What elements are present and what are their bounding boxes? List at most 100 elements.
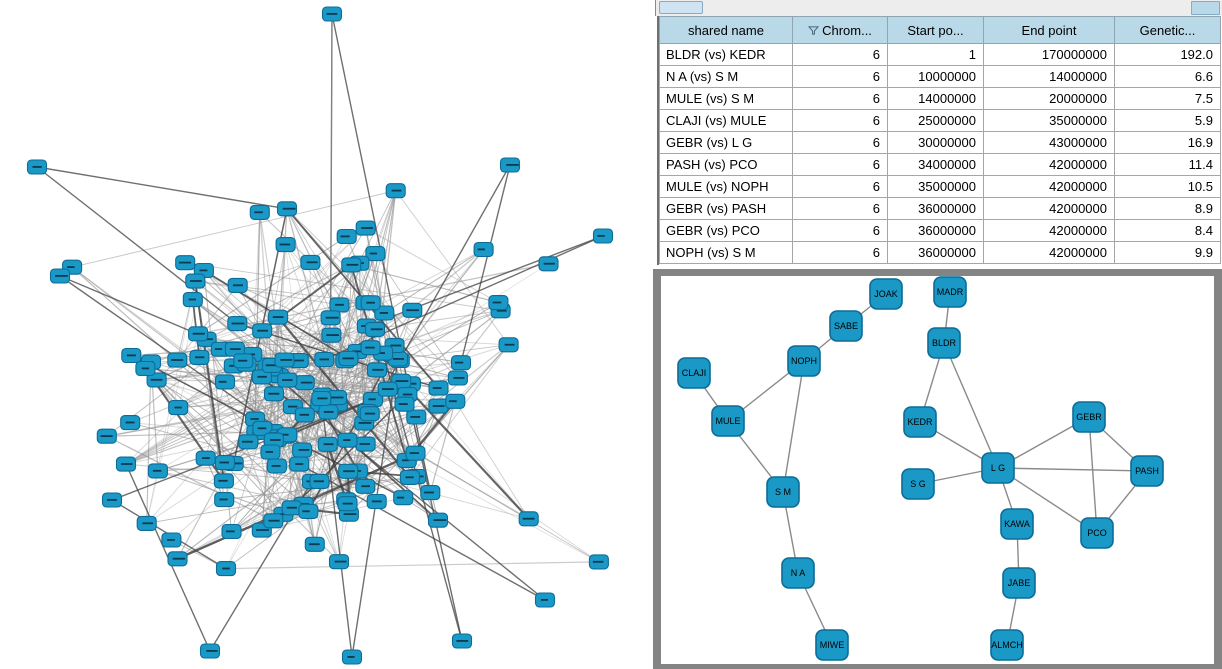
table-cell[interactable]: 43000000 [983, 131, 1115, 154]
table-row[interactable]: CLAJI (vs) MULE 6 25000000 35000000 5.9 [659, 109, 1221, 132]
subnetwork-node-SG[interactable]: S G [901, 468, 935, 500]
hairball-node[interactable] [277, 372, 298, 388]
hairball-node[interactable] [147, 463, 168, 479]
hairball-node[interactable] [233, 353, 254, 369]
hairball-node[interactable] [221, 523, 242, 540]
table-cell[interactable]: 6 [792, 87, 888, 110]
hairball-node[interactable] [518, 511, 539, 527]
table-cell[interactable]: GEBR (vs) L G [659, 131, 793, 154]
hairball-node[interactable] [135, 360, 156, 377]
table-cell[interactable]: 20000000 [983, 87, 1115, 110]
table-cell[interactable]: 1 [887, 43, 984, 66]
subnetwork-node-ALMCH[interactable]: ALMCH [990, 629, 1024, 661]
table-cell[interactable]: 6 [792, 43, 888, 66]
subnetwork-node-NA[interactable]: N A [781, 557, 815, 589]
table-cell[interactable]: 30000000 [887, 131, 984, 154]
hairball-node[interactable] [317, 436, 338, 452]
table-cell[interactable]: 7.5 [1114, 87, 1221, 110]
hairball-node[interactable] [488, 295, 509, 311]
subnetwork-node-JABE[interactable]: JABE [1002, 567, 1036, 599]
hairball-node[interactable] [195, 450, 216, 466]
hairball-node[interactable] [451, 633, 473, 649]
hairball-node[interactable] [360, 295, 381, 311]
hairball-node[interactable] [538, 256, 559, 272]
hairball-node[interactable] [445, 393, 466, 409]
hairball-node[interactable] [115, 456, 137, 472]
hairball-node[interactable] [251, 369, 272, 385]
hairball-node[interactable] [450, 355, 472, 371]
hairball-node[interactable] [364, 321, 386, 337]
hairball-node[interactable] [275, 237, 296, 253]
table-cell[interactable]: 14000000 [887, 87, 984, 110]
hairball-node[interactable] [214, 492, 235, 508]
hairball-node[interactable] [304, 536, 325, 552]
hairball-node[interactable] [120, 415, 141, 431]
table-row[interactable]: GEBR (vs) PASH 6 36000000 42000000 8.9 [659, 197, 1221, 220]
hairball-node[interactable] [266, 458, 287, 474]
table-cell[interactable]: NOPH (vs) S M [659, 241, 793, 264]
table-cell[interactable]: BLDR (vs) KEDR [659, 43, 793, 66]
table-cell[interactable]: 42000000 [983, 175, 1115, 198]
hairball-node[interactable] [329, 297, 350, 313]
hairball-node[interactable] [101, 492, 123, 508]
table-cell[interactable]: 6 [792, 65, 888, 88]
table-row[interactable]: MULE (vs) NOPH 6 35000000 42000000 10.5 [659, 175, 1221, 198]
hairball-node[interactable] [355, 436, 376, 452]
subnetwork-node-SM[interactable]: S M [766, 476, 800, 508]
hairball-node[interactable] [185, 273, 206, 289]
table-cell[interactable]: 36000000 [887, 219, 984, 242]
hairball-node[interactable] [338, 463, 359, 479]
hairball-node[interactable] [320, 310, 341, 326]
table-row[interactable]: NOPH (vs) S M 6 36000000 42000000 9.9 [659, 241, 1221, 264]
table-cell[interactable]: 34000000 [887, 153, 984, 176]
hairball-node[interactable] [199, 643, 221, 659]
table-cell[interactable]: 42000000 [983, 241, 1115, 264]
subnetwork-node-PASH[interactable]: PASH [1130, 455, 1164, 487]
table-cell[interactable]: 36000000 [887, 197, 984, 220]
hairball-node[interactable] [227, 277, 248, 293]
hairball-node[interactable] [355, 220, 376, 236]
table-cell[interactable]: 36000000 [887, 241, 984, 264]
hairball-node[interactable] [360, 340, 381, 356]
hairball-node[interactable] [428, 398, 449, 414]
subnetwork-canvas[interactable]: JOAK SABE NOPH CLAJI MULE MADR BLDR KEDR GEBR L G… [661, 276, 1214, 664]
hairball-node[interactable] [406, 409, 427, 425]
hairball-node[interactable] [168, 400, 189, 416]
table-cell[interactable]: 6 [792, 109, 888, 132]
hairball-node[interactable] [121, 347, 142, 364]
table-cell[interactable]: 14000000 [983, 65, 1115, 88]
hairball-node[interactable] [136, 515, 157, 531]
hairball-node[interactable] [300, 254, 321, 270]
table-cell[interactable]: 170000000 [983, 43, 1115, 66]
table-cell[interactable]: MULE (vs) NOPH [659, 175, 793, 198]
subnetwork-node-LG[interactable]: L G [981, 452, 1015, 484]
hairball-node[interactable] [189, 349, 210, 365]
hairball-node[interactable] [96, 428, 117, 444]
hairball-node[interactable] [252, 420, 273, 436]
column-header-end-point[interactable]: End point [983, 16, 1115, 44]
hairball-node[interactable] [311, 390, 332, 407]
hairball-node[interactable] [362, 391, 384, 407]
main-network-canvas[interactable] [0, 0, 653, 669]
hairball-node[interactable] [341, 649, 363, 665]
table-cell[interactable]: 10000000 [887, 65, 984, 88]
subnetwork-node-JOAK[interactable]: JOAK [869, 278, 903, 310]
subnetwork-node-MIWE[interactable]: MIWE [815, 629, 849, 661]
hairball-node[interactable] [49, 268, 71, 284]
table-cell[interactable]: 8.4 [1114, 219, 1221, 242]
table-row[interactable]: N A (vs) S M 6 10000000 14000000 6.6 [659, 65, 1221, 88]
table-cell[interactable]: 42000000 [983, 219, 1115, 242]
hairball-node[interactable] [263, 386, 285, 402]
hairball-node[interactable] [274, 352, 295, 368]
table-cell[interactable]: 42000000 [983, 197, 1115, 220]
hairball-node[interactable] [294, 375, 315, 391]
hairball-node[interactable] [249, 204, 270, 220]
subnetwork-node-NOPH[interactable]: NOPH [787, 345, 821, 377]
table-cell[interactable]: 9.9 [1114, 241, 1221, 264]
hairball-node[interactable] [588, 554, 609, 570]
table-cell[interactable]: 6.6 [1114, 65, 1221, 88]
hairball-node[interactable] [214, 374, 236, 390]
hairball-node[interactable] [167, 352, 188, 368]
table-cell[interactable]: 6 [792, 153, 888, 176]
hairball-node[interactable] [260, 444, 281, 460]
